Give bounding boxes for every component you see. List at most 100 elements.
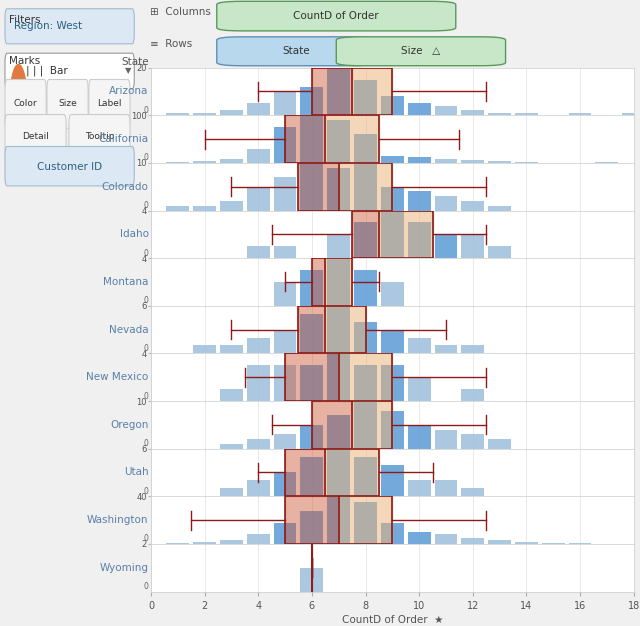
Bar <box>274 366 296 401</box>
Bar <box>354 322 377 354</box>
Bar <box>301 163 323 210</box>
Bar <box>488 113 511 115</box>
FancyBboxPatch shape <box>5 80 46 128</box>
Text: Detail: Detail <box>22 132 49 141</box>
Bar <box>285 354 392 401</box>
Bar <box>274 473 296 496</box>
Text: 0: 0 <box>144 106 148 115</box>
Bar <box>247 366 269 401</box>
Bar <box>298 163 392 210</box>
FancyBboxPatch shape <box>5 9 134 44</box>
Bar <box>461 389 484 401</box>
Bar <box>408 103 431 115</box>
Text: 0: 0 <box>144 535 148 543</box>
Text: Oregon: Oregon <box>110 420 148 430</box>
Bar <box>247 480 269 496</box>
Bar <box>301 270 323 305</box>
Bar <box>247 337 269 354</box>
Bar <box>381 282 404 305</box>
Bar <box>381 96 404 115</box>
Text: State: State <box>283 46 310 56</box>
Bar <box>220 488 243 496</box>
Bar <box>285 115 379 163</box>
Bar <box>327 305 350 354</box>
Bar <box>354 456 377 496</box>
Bar <box>220 201 243 210</box>
Bar <box>352 210 433 258</box>
Bar <box>274 434 296 449</box>
Text: Washington: Washington <box>87 515 148 525</box>
Bar <box>408 480 431 496</box>
Bar <box>515 541 538 544</box>
Bar <box>408 532 431 544</box>
Bar <box>301 366 323 401</box>
Bar <box>193 206 216 210</box>
Bar <box>193 541 216 544</box>
Bar <box>515 113 538 115</box>
Bar <box>301 115 323 163</box>
Bar <box>301 425 323 449</box>
Text: Size   △: Size △ <box>401 46 440 56</box>
Bar <box>408 337 431 354</box>
Text: Wyoming: Wyoming <box>100 563 148 573</box>
Bar <box>461 234 484 258</box>
Bar <box>488 246 511 258</box>
Bar <box>193 346 216 354</box>
Bar <box>327 234 350 258</box>
Text: 0: 0 <box>144 296 148 305</box>
Bar <box>327 68 350 115</box>
FancyBboxPatch shape <box>217 37 376 66</box>
Bar <box>327 496 350 544</box>
Text: Colorado: Colorado <box>102 182 148 192</box>
Bar <box>435 234 458 258</box>
FancyBboxPatch shape <box>89 80 130 128</box>
Text: Idaho: Idaho <box>120 229 148 239</box>
Bar <box>488 162 511 163</box>
FancyBboxPatch shape <box>5 115 66 158</box>
Bar <box>247 148 269 163</box>
Bar <box>354 401 377 449</box>
Bar <box>381 464 404 496</box>
Text: ▼: ▼ <box>125 66 131 75</box>
Bar <box>327 415 350 449</box>
Bar <box>354 222 377 258</box>
Bar <box>193 162 216 163</box>
Bar <box>622 113 640 115</box>
Bar <box>301 456 323 496</box>
Bar <box>301 314 323 354</box>
Bar <box>461 434 484 449</box>
Bar <box>461 538 484 544</box>
Text: Label: Label <box>97 100 122 108</box>
Bar <box>220 110 243 115</box>
Text: Arizona: Arizona <box>109 86 148 96</box>
Text: New Mexico: New Mexico <box>86 372 148 382</box>
Bar <box>381 523 404 544</box>
Bar <box>461 201 484 210</box>
Text: Region: West: Region: West <box>14 21 83 31</box>
Text: 0: 0 <box>144 391 148 401</box>
Text: 0: 0 <box>144 153 148 162</box>
Bar <box>381 366 404 401</box>
Text: 0: 0 <box>144 439 148 448</box>
Bar <box>408 377 431 401</box>
FancyBboxPatch shape <box>5 146 134 186</box>
Text: 0: 0 <box>144 249 148 258</box>
Bar <box>435 429 458 449</box>
Bar <box>381 187 404 210</box>
Text: ⊞  Columns: ⊞ Columns <box>150 6 211 16</box>
Bar <box>301 568 323 592</box>
Bar <box>312 401 392 449</box>
Bar <box>461 110 484 115</box>
Bar <box>301 511 323 544</box>
Text: 0: 0 <box>144 201 148 210</box>
X-axis label: CountD of Order  ★: CountD of Order ★ <box>342 615 443 625</box>
Bar <box>166 113 189 115</box>
Bar <box>285 449 379 496</box>
Bar <box>166 206 189 210</box>
Bar <box>312 258 352 305</box>
Bar <box>488 439 511 449</box>
Text: Customer ID: Customer ID <box>37 162 102 172</box>
Bar <box>274 177 296 210</box>
Text: Marks: Marks <box>8 56 40 66</box>
Bar <box>408 157 431 163</box>
